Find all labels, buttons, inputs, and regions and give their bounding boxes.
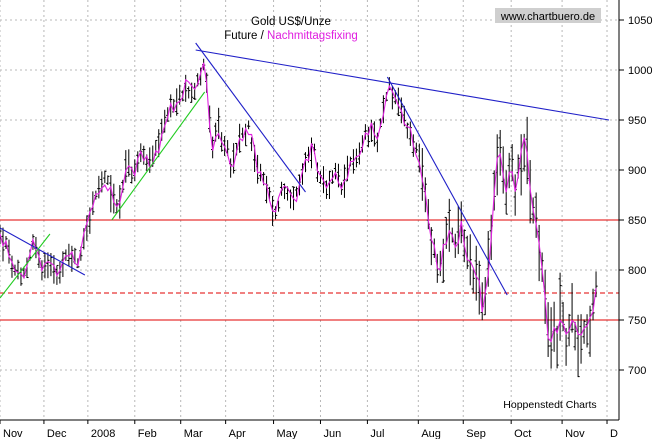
trend-lines xyxy=(0,42,610,299)
trend-line xyxy=(195,49,610,121)
x-tick-label: Jun xyxy=(323,428,341,439)
x-tick-label: May xyxy=(277,428,298,439)
x-axis: Nov Dec 2008 Feb Mar Apr May Jun Jul Aug Sep Oct Nov… xyxy=(0,420,618,439)
trend-line xyxy=(111,91,206,221)
y-tick-label: 1000 xyxy=(628,65,652,77)
x-tick-label: Apr xyxy=(229,428,246,439)
x-tick-label: Nov xyxy=(565,428,585,439)
watermark-box xyxy=(495,8,601,23)
y-tick-label: 750 xyxy=(628,315,646,327)
chart-subtitle: Future / Nachmittagsfixing xyxy=(224,30,358,42)
subtitle-highlight: Nachmittagsfixing xyxy=(267,30,358,42)
x-tick-label: Oct xyxy=(514,428,531,439)
x-tick-label: 2008 xyxy=(91,428,115,439)
y-tick-label: 1050 xyxy=(628,15,652,27)
y-tick-label: 850 xyxy=(628,215,646,227)
subtitle-prefix: Future / xyxy=(224,30,267,42)
x-tick-label: Nov xyxy=(3,428,23,439)
chart-title: Gold US$/Unze xyxy=(251,16,331,28)
trend-line xyxy=(195,42,306,193)
trend-line xyxy=(0,227,86,276)
x-tick-label: Feb xyxy=(138,428,157,439)
y-tick-label: 800 xyxy=(628,265,646,277)
x-tick-label: Dec xyxy=(47,428,67,439)
credit-label: Hoppenstedt Charts xyxy=(503,399,596,411)
fixing-line xyxy=(0,62,597,343)
trend-line xyxy=(386,76,508,296)
y-axis: 700 750 800 850 900 950 1000 1050 xyxy=(619,15,652,377)
x-tick-label: D xyxy=(610,428,618,439)
horizontal-levels xyxy=(0,219,619,321)
x-tick-label: Aug xyxy=(421,428,441,439)
trend-line xyxy=(0,233,51,299)
watermark: www.chartbuero.de xyxy=(500,11,595,23)
x-tick-label: Mar xyxy=(184,428,203,439)
y-tick-label: 900 xyxy=(628,165,646,177)
x-tick-label: Sep xyxy=(466,428,486,439)
y-tick-label: 950 xyxy=(628,115,646,127)
x-tick-label: Jul xyxy=(370,428,384,439)
y-tick-label: 700 xyxy=(628,365,646,377)
